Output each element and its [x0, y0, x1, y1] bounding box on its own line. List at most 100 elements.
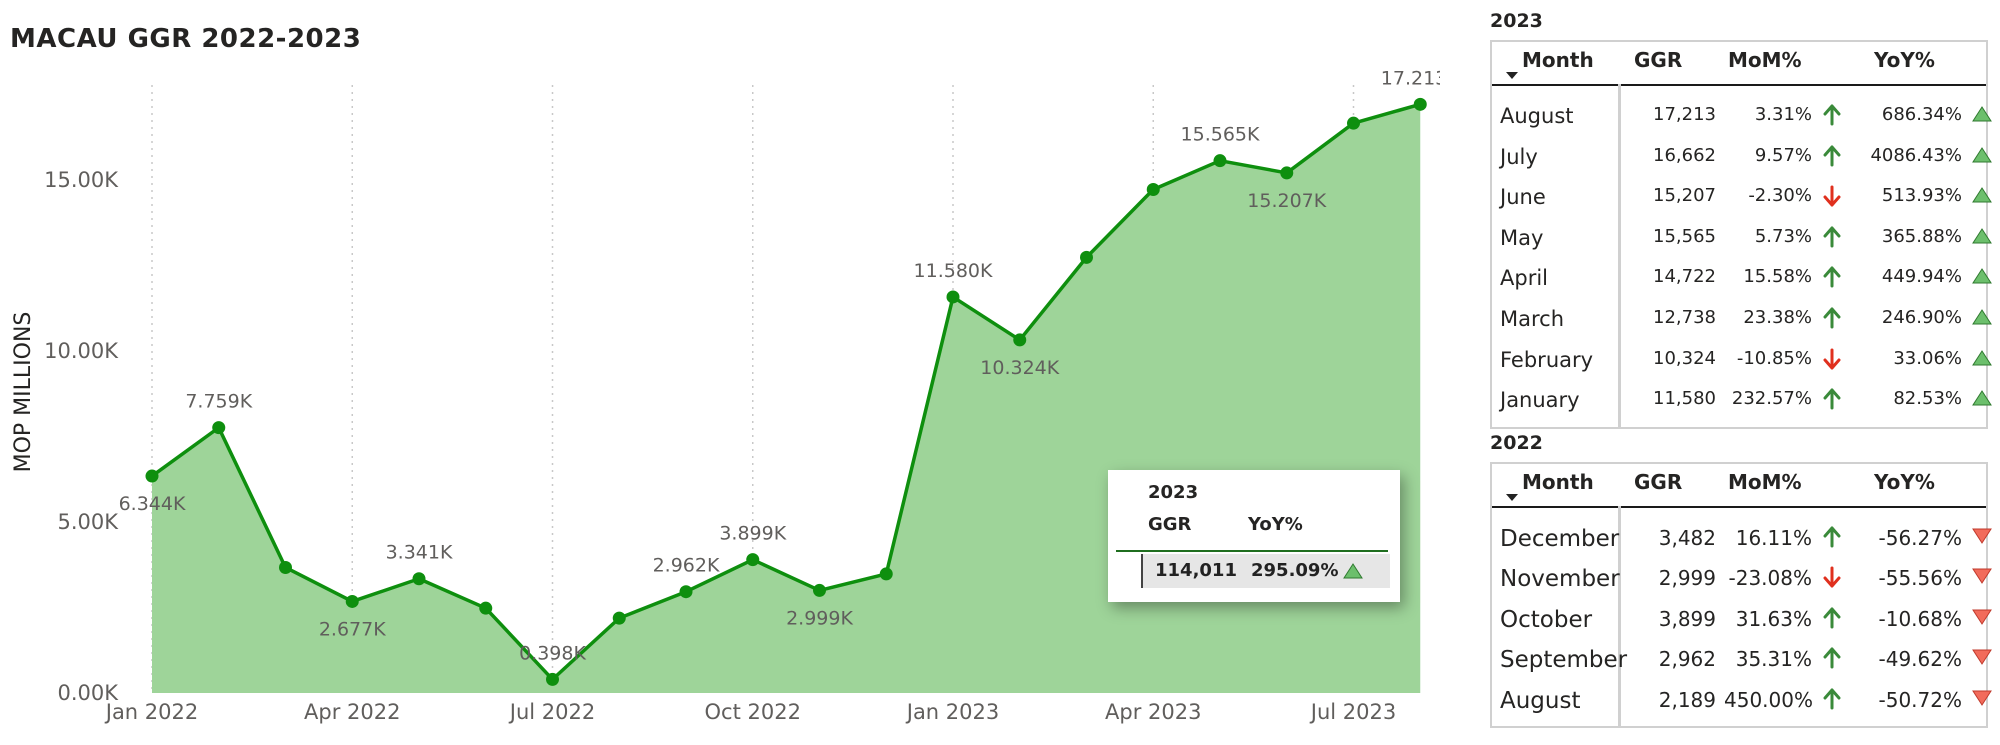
- cell-mom: 31.63%: [1735, 606, 1812, 631]
- summary-ggr-value: 114,011: [1155, 560, 1237, 581]
- up-arrow-icon: [1823, 226, 1841, 248]
- cell-month: November: [1500, 566, 1620, 593]
- cell-yoy: -49.62%: [1878, 647, 1962, 672]
- down-arrow-icon: [1823, 348, 1841, 370]
- cell-yoy: -50.72%: [1878, 687, 1962, 712]
- sort-caret-icon[interactable]: [1506, 72, 1518, 79]
- cell-yoy: 4086.43%: [1870, 144, 1962, 166]
- cell-mom: -23.08%: [1728, 566, 1812, 591]
- cell-ggr: 16,662: [1653, 144, 1716, 166]
- header-month[interactable]: Month: [1522, 470, 1594, 494]
- cell-yoy: 686.34%: [1881, 104, 1962, 125]
- data-point: [1213, 154, 1227, 168]
- cell-mom: 3.31%: [1754, 104, 1812, 125]
- header-mom[interactable]: MoM%: [1728, 48, 1802, 72]
- data-point: [1146, 183, 1160, 197]
- header-ggr[interactable]: GGR: [1634, 470, 1683, 494]
- data-point: [279, 560, 292, 574]
- data-label: 10.324K: [980, 357, 1059, 379]
- cell-month: July: [1500, 144, 1538, 169]
- table-row[interactable]: October 3,899 31.63% -10.68%: [1492, 599, 1992, 639]
- up-triangle-icon: [1972, 268, 1992, 284]
- data-label: 6.344K: [119, 493, 186, 515]
- cell-ggr: 10,324: [1653, 347, 1716, 369]
- data-label: 2.962K: [653, 555, 720, 577]
- data-label: 17.213K: [1381, 67, 1440, 89]
- up-arrow-icon: [1823, 266, 1841, 288]
- summary-year: 2023: [1148, 482, 1199, 503]
- data-point: [679, 585, 693, 599]
- data-point: [813, 583, 826, 597]
- down-arrow-icon: [1823, 566, 1841, 588]
- table-row[interactable]: January 11,580 232.57% 82.53%: [1492, 380, 1992, 420]
- header-ggr[interactable]: GGR: [1634, 48, 1683, 72]
- summary-card: 2023 GGR YoY% 114,011 295.09%: [1108, 470, 1400, 602]
- table-row[interactable]: August 2,189 450.00% -50.72%: [1492, 680, 1992, 720]
- cell-month: August: [1500, 104, 1574, 128]
- table-row[interactable]: June 15,207 -2.30% 513.93%: [1492, 177, 1992, 217]
- up-arrow-icon: [1823, 607, 1841, 629]
- data-point: [946, 290, 960, 304]
- data-point: [1080, 250, 1093, 264]
- data-label: 7.759K: [185, 391, 252, 413]
- cell-month: March: [1500, 307, 1565, 331]
- data-label: 3.341K: [386, 542, 453, 564]
- cell-month: December: [1500, 526, 1620, 552]
- table-2023: Month GGR MoM% YoY% August 17,213 3.31% 686.34%…: [1490, 40, 1992, 429]
- header-month[interactable]: Month: [1522, 48, 1594, 72]
- sort-caret-icon[interactable]: [1506, 494, 1518, 501]
- x-tick-label: Jan 2022: [104, 700, 199, 724]
- table-row[interactable]: August 17,213 3.31% 686.34%: [1492, 96, 1992, 136]
- table-row[interactable]: December 3,482 16.11% -56.27%: [1492, 518, 1992, 558]
- data-label: 11.580K: [914, 260, 993, 282]
- up-arrow-icon: [1823, 388, 1841, 410]
- cell-ggr: 3,482: [1658, 526, 1716, 550]
- table-row[interactable]: April 14,722 15.58% 449.94%: [1492, 258, 1992, 298]
- down-triangle-icon: [1972, 528, 1992, 544]
- cell-ggr: 2,999: [1658, 566, 1716, 591]
- cell-mom: 232.57%: [1731, 388, 1812, 410]
- data-point: [1280, 166, 1294, 180]
- column-divider: [1618, 84, 1621, 427]
- x-tick-label: Apr 2022: [304, 700, 400, 724]
- table-row[interactable]: September 2,962 35.31% -49.62%: [1492, 639, 1992, 679]
- down-triangle-icon: [1972, 649, 1992, 666]
- chart-title: MACAU GGR 2022-2023: [10, 24, 362, 54]
- table-row[interactable]: November 2,999 -23.08% -55.56%: [1492, 558, 1992, 598]
- up-triangle-icon: [1972, 349, 1992, 366]
- cell-month: May: [1500, 225, 1544, 250]
- y-tick-label: 10.00K: [44, 339, 119, 363]
- table-2022: Month GGR MoM% YoY% December 3,482 16.11% -56.2…: [1490, 462, 1992, 728]
- cell-yoy: -56.27%: [1878, 526, 1962, 550]
- cell-ggr: 2,189: [1658, 687, 1716, 712]
- series-area: [152, 104, 1421, 693]
- down-triangle-icon: [1972, 609, 1992, 625]
- table-row[interactable]: March 12,738 23.38% 246.90%: [1492, 299, 1992, 339]
- down-arrow-icon: [1823, 185, 1841, 207]
- data-label: 3.899K: [719, 523, 786, 545]
- table-title-2022: 2022: [1490, 432, 1543, 454]
- cell-month: January: [1500, 388, 1580, 413]
- column-divider: [1618, 506, 1621, 726]
- cell-month: April: [1500, 266, 1548, 291]
- header-yoy[interactable]: YoY%: [1874, 470, 1935, 494]
- data-label: 2.999K: [786, 607, 853, 629]
- cell-mom: 450.00%: [1724, 687, 1813, 712]
- summary-yoy-header: YoY%: [1248, 514, 1303, 535]
- cell-yoy: 365.88%: [1881, 225, 1962, 247]
- table-row[interactable]: February 10,324 -10.85% 33.06%: [1492, 340, 1992, 380]
- data-label: 2.677K: [319, 618, 386, 640]
- y-tick-label: 5.00K: [57, 510, 119, 534]
- up-triangle-icon: [1343, 563, 1363, 579]
- down-triangle-icon: [1972, 568, 1992, 585]
- header-yoy[interactable]: YoY%: [1874, 48, 1935, 72]
- data-point: [479, 601, 493, 615]
- table-row[interactable]: July 16,662 9.57% 4086.43%: [1492, 137, 1992, 177]
- data-point: [212, 421, 226, 435]
- table-title-2023: 2023: [1490, 10, 1543, 32]
- cell-ggr: 14,722: [1653, 266, 1716, 288]
- summary-row[interactable]: 114,011 295.09%: [1141, 554, 1390, 588]
- data-point: [145, 469, 159, 483]
- header-mom[interactable]: MoM%: [1728, 470, 1802, 494]
- table-row[interactable]: May 15,565 5.73% 365.88%: [1492, 218, 1992, 258]
